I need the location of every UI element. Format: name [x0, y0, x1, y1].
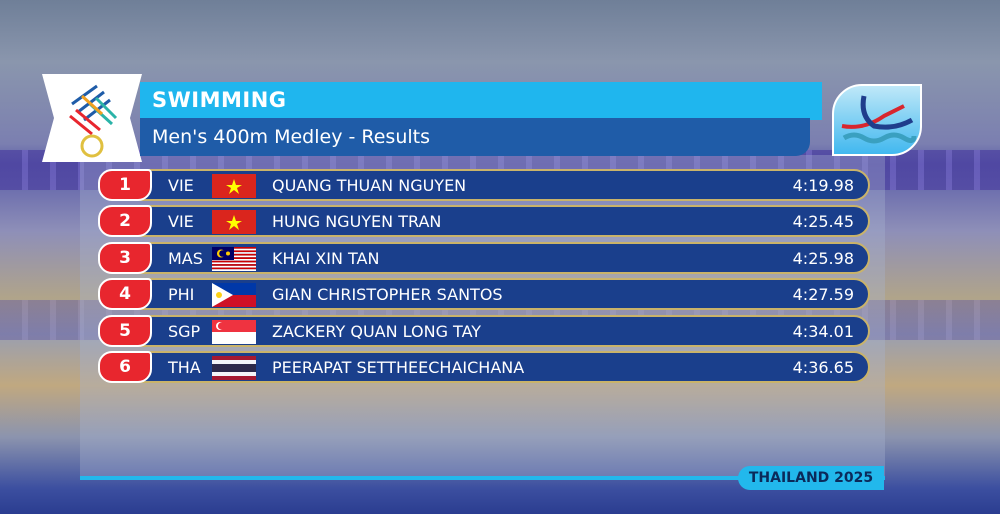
philippines-flag-icon — [212, 283, 256, 308]
result-row: 3 MAS KHAI XIN TAN 4:25.98 — [98, 241, 870, 274]
vietnam-flag-icon — [212, 210, 256, 235]
event-title: Men's 400m Medley - Results — [152, 126, 430, 148]
result-time: 4:25.45 — [792, 212, 854, 232]
athlete-name: PEERAPAT SETTHEECHAICHANA — [272, 358, 525, 377]
result-time: 4:25.98 — [792, 248, 854, 268]
result-row: 4 PHI GIAN CHRISTOPHER SANTOS 4:27.59 — [98, 278, 870, 311]
athlete-name: KHAI XIN TAN — [272, 248, 380, 268]
country-code: VIE — [168, 176, 194, 195]
singapore-flag-icon — [212, 319, 256, 344]
swimming-pictogram-icon — [832, 84, 922, 156]
result-time: 4:27.59 — [792, 285, 854, 305]
rank-badge: 2 — [98, 205, 152, 238]
vietnam-flag-icon — [212, 174, 256, 198]
thailand-flag-icon — [212, 356, 256, 380]
result-row: 6 THA PEERAPAT SETTHEECHAICHANA 4:36.65 — [98, 351, 870, 383]
rank-badge: 3 — [98, 241, 152, 274]
result-row: 2 VIE HUNG NGUYEN TRAN 4:25.45 — [98, 205, 870, 238]
athlete-name: GIAN CHRISTOPHER SANTOS — [272, 285, 503, 305]
result-time: 4:36.65 — [792, 358, 854, 377]
athlete-name: QUANG THUAN NGUYEN — [272, 176, 467, 195]
athlete-name: ZACKERY QUAN LONG TAY — [272, 321, 482, 341]
malaysia-flag-icon — [212, 246, 256, 271]
country-code: THA — [168, 358, 201, 377]
header-bar — [140, 82, 822, 120]
country-code: PHI — [168, 285, 195, 305]
country-code: MAS — [168, 248, 203, 268]
divider — [80, 476, 885, 480]
rank-badge: 1 — [98, 169, 152, 201]
country-code: VIE — [168, 212, 194, 232]
games-edition-label: THAILAND 2025 — [738, 466, 884, 490]
sport-title: SWIMMING — [152, 88, 287, 112]
rank-badge: 4 — [98, 278, 152, 311]
rank-badge: 5 — [98, 314, 152, 347]
rank-badge: 6 — [98, 351, 152, 383]
result-row: 5 SGP ZACKERY QUAN LONG TAY 4:34.01 — [98, 314, 870, 347]
subtitle-bar — [140, 118, 810, 156]
result-time: 4:34.01 — [792, 321, 854, 341]
athlete-name: HUNG NGUYEN TRAN — [272, 212, 442, 232]
result-time: 4:19.98 — [792, 176, 854, 195]
result-row: 1 VIE QUANG THUAN NGUYEN 4:19.98 — [98, 169, 870, 201]
country-code: SGP — [168, 321, 201, 341]
games-logo — [42, 74, 142, 162]
